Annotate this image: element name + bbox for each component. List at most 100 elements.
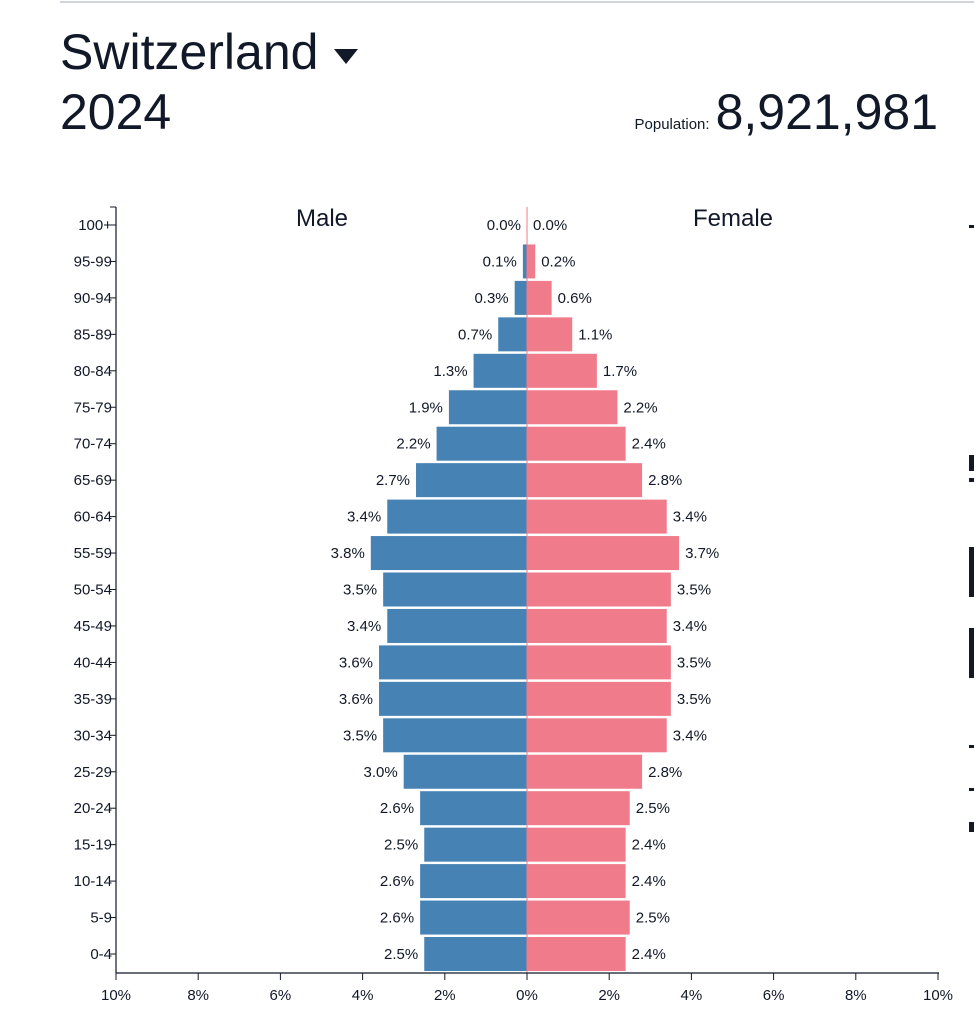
x-tick-label: 0%	[516, 987, 538, 1004]
bar-male-55-59	[370, 536, 527, 571]
label-female-15-19: 2.4%	[632, 837, 666, 854]
bar-male-15-19	[424, 827, 527, 862]
legend-female: Female	[693, 205, 773, 232]
x-tick-label: 6%	[763, 987, 785, 1004]
label-female-50-54: 3.5%	[677, 582, 711, 599]
label-female-45-49: 3.4%	[673, 618, 707, 635]
x-tick-label: 2%	[598, 987, 620, 1004]
edge-marks	[969, 0, 974, 1025]
country-dropdown[interactable]: Switzerland	[60, 22, 359, 82]
labels-layer: 0.0% 0.0% 0.1% 0.2% 0.3% 0.6% 0.7% 1.1% 1.3% 1.7%…	[331, 217, 720, 963]
country-name: Switzerland	[60, 24, 319, 80]
bar-male-95-99	[522, 244, 527, 279]
x-tick-label: 4%	[352, 987, 374, 1004]
bar-female-85-89	[527, 317, 573, 352]
bar-male-60-64	[387, 499, 527, 534]
x-tick-label: 4%	[681, 987, 703, 1004]
label-female-0-4: 2.4%	[632, 946, 666, 963]
label-female-60-64: 3.4%	[673, 509, 707, 526]
population-value: 8,921,981	[715, 84, 938, 140]
label-female-20-24: 2.5%	[636, 800, 670, 817]
bar-female-30-34	[527, 718, 667, 753]
label-male-80-84: 1.3%	[433, 363, 467, 380]
bar-male-65-69	[416, 463, 527, 498]
y-tick-label-35-39: 35-39	[74, 691, 112, 708]
label-female-10-14: 2.4%	[632, 873, 666, 890]
label-female-80-84: 1.7%	[603, 363, 637, 380]
y-tick-label-80-84: 80-84	[74, 363, 112, 380]
label-female-75-79: 2.2%	[623, 399, 657, 416]
caret-down-icon[interactable]	[334, 48, 359, 64]
label-male-40-44: 3.6%	[339, 654, 373, 671]
bar-male-30-34	[383, 718, 527, 753]
y-tick-label-40-44: 40-44	[74, 654, 112, 671]
x-tick-label: 10%	[923, 987, 953, 1004]
label-female-30-34: 3.4%	[673, 727, 707, 744]
y-tick-label-25-29: 25-29	[74, 764, 112, 781]
y-tick-label-20-24: 20-24	[74, 800, 112, 817]
x-tick-label: 10%	[101, 987, 131, 1004]
label-male-20-24: 2.6%	[380, 800, 414, 817]
bar-male-50-54	[383, 572, 527, 607]
y-tick-label-5-9: 5-9	[90, 910, 112, 927]
bar-female-75-79	[527, 390, 618, 425]
label-male-25-29: 3.0%	[363, 764, 397, 781]
bar-female-90-94	[527, 280, 552, 315]
label-male-15-19: 2.5%	[384, 837, 418, 854]
x-tick-label: 2%	[434, 987, 456, 1004]
bar-male-70-74	[436, 426, 527, 461]
legend-male: Male	[296, 205, 348, 232]
bar-male-5-9	[420, 900, 527, 935]
label-male-65-69: 2.7%	[376, 472, 410, 489]
bar-male-85-89	[498, 317, 527, 352]
label-female-70-74: 2.4%	[632, 436, 666, 453]
axes-layer: 100+ 95-99 90-94 85-89 80-84 75-79 70-74 65-69 6…	[74, 206, 953, 1004]
y-tick-label-60-64: 60-64	[74, 509, 112, 526]
x-tick-label: 6%	[270, 987, 292, 1004]
bar-female-0-4	[527, 937, 626, 971]
y-tick-label-65-69: 65-69	[74, 472, 112, 489]
bar-male-80-84	[473, 353, 527, 388]
bar-female-60-64	[527, 499, 667, 534]
bar-male-10-14	[420, 864, 527, 899]
bars-layer	[370, 244, 680, 971]
label-female-100+: 0.0%	[533, 217, 567, 234]
label-female-85-89: 1.1%	[578, 326, 612, 343]
y-tick-label-100+: 100+	[78, 217, 112, 234]
bar-male-35-39	[379, 681, 527, 716]
label-female-95-99: 0.2%	[541, 253, 575, 270]
y-tick-label-0-4: 0-4	[90, 946, 112, 963]
y-tick-label-55-59: 55-59	[74, 545, 112, 562]
y-tick-label-90-94: 90-94	[74, 290, 112, 307]
label-male-70-74: 2.2%	[396, 436, 430, 453]
bar-female-10-14	[527, 864, 626, 899]
bar-female-45-49	[527, 608, 667, 643]
bar-female-55-59	[527, 536, 680, 571]
bar-female-20-24	[527, 791, 630, 826]
y-tick-label-10-14: 10-14	[74, 873, 112, 890]
population-label: Population:	[634, 116, 710, 133]
year-title: 2024	[60, 84, 172, 140]
bar-female-65-69	[527, 463, 643, 498]
y-tick-label-95-99: 95-99	[74, 253, 112, 270]
label-female-35-39: 3.5%	[677, 691, 711, 708]
label-male-30-34: 3.5%	[343, 727, 377, 744]
top-divider	[60, 1, 974, 3]
y-tick-label-85-89: 85-89	[74, 326, 112, 343]
label-female-90-94: 0.6%	[558, 290, 592, 307]
label-male-55-59: 3.8%	[331, 545, 365, 562]
y-tick-label-75-79: 75-79	[74, 399, 112, 416]
label-female-5-9: 2.5%	[636, 910, 670, 927]
bar-female-15-19	[527, 827, 626, 862]
label-male-35-39: 3.6%	[339, 691, 373, 708]
bar-male-40-44	[379, 645, 527, 680]
label-male-60-64: 3.4%	[347, 509, 381, 526]
label-male-85-89: 0.7%	[458, 326, 492, 343]
label-male-75-79: 1.9%	[409, 399, 443, 416]
label-male-50-54: 3.5%	[343, 582, 377, 599]
bar-female-35-39	[527, 681, 671, 716]
label-female-25-29: 2.8%	[648, 764, 682, 781]
bar-female-80-84	[527, 353, 597, 388]
bar-female-5-9	[527, 900, 630, 935]
